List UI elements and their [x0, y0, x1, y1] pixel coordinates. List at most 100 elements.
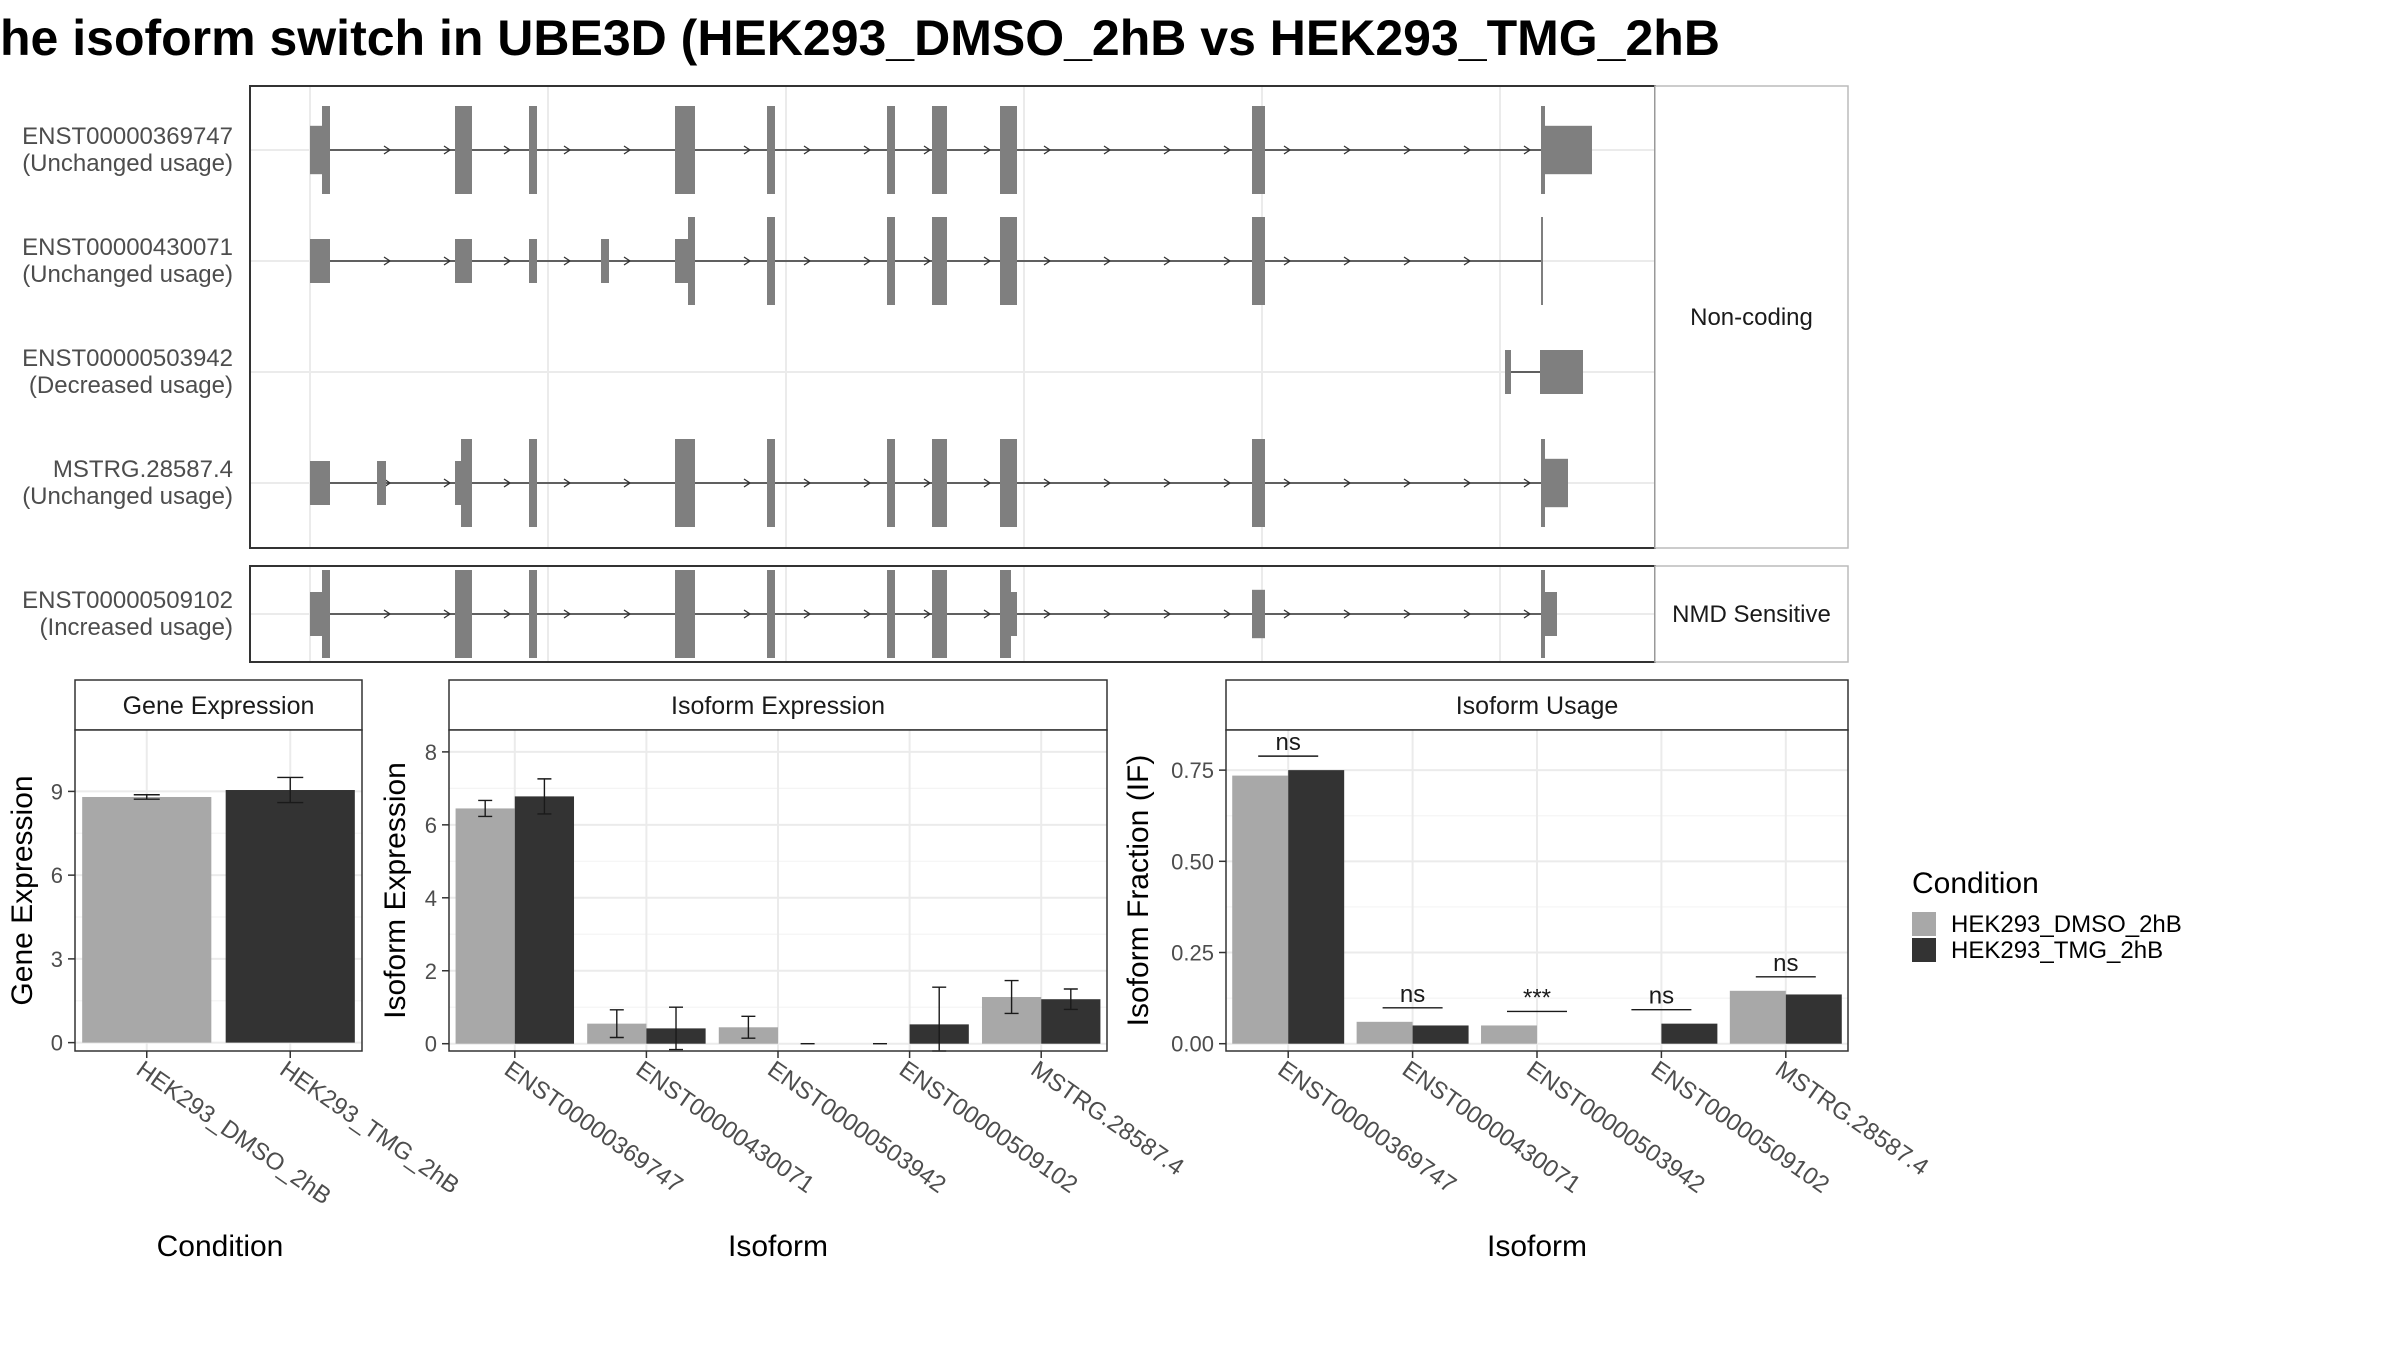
exon: [1545, 592, 1557, 636]
error-bar: [1063, 988, 1078, 1011]
strand-arrow: [863, 478, 872, 488]
exon: [1541, 106, 1545, 194]
transcript-usage-label: (Increased usage): [40, 614, 233, 641]
exon: [1004, 592, 1017, 636]
strand-arrow: [923, 609, 932, 619]
strand-arrow: [923, 145, 932, 155]
strand-arrow: [1283, 609, 1292, 619]
chart-strip-title: Isoform Expression: [671, 692, 885, 720]
exon: [1541, 217, 1543, 305]
strand-arrow: [1103, 609, 1112, 619]
chart-strip-title: Gene Expression: [123, 692, 315, 720]
strand-arrow: [383, 609, 392, 619]
chart-strip-title: Isoform Usage: [1456, 692, 1619, 720]
strand-arrow: [1403, 478, 1412, 488]
strand-arrow: [863, 145, 872, 155]
y-tick-label: 2: [425, 959, 437, 984]
bar: [455, 808, 515, 1044]
significance-label: ns: [1649, 983, 1674, 1010]
strand-arrow: [383, 145, 392, 155]
strand-arrow: [503, 609, 512, 619]
exon: [461, 439, 472, 527]
strand-arrow: [443, 145, 452, 155]
bar: [225, 790, 355, 1043]
strand-arrow: [983, 256, 992, 266]
strand-arrow: [1223, 609, 1232, 619]
y-axis-title: Isoform Expression: [379, 762, 412, 1019]
exon: [675, 106, 695, 194]
exon: [932, 106, 947, 194]
exon: [932, 570, 947, 658]
x-axis-title: Isoform: [1487, 1230, 1587, 1263]
y-axis-title: Isoform Fraction (IF): [1122, 755, 1155, 1027]
exon: [1545, 458, 1568, 508]
exon: [887, 217, 895, 305]
transcript-id-label: ENST00000430071: [22, 234, 233, 261]
exon: [887, 439, 895, 527]
exon: [1541, 570, 1545, 658]
strand-arrow: [743, 478, 752, 488]
strand-arrow: [1163, 256, 1172, 266]
strand-arrow: [503, 256, 512, 266]
strand-arrow: [443, 256, 452, 266]
chart-panel-border: [74, 729, 363, 1052]
exon: [529, 439, 537, 527]
y-tick-label: 3: [51, 947, 63, 972]
exon: [455, 106, 472, 194]
strand-arrow: [503, 478, 512, 488]
exon: [529, 106, 537, 194]
strand-arrow: [1043, 478, 1052, 488]
strand-arrow: [1343, 256, 1352, 266]
exon: [688, 217, 695, 305]
strand-arrow: [623, 145, 632, 155]
group-strip-label: Non-coding: [1690, 304, 1813, 331]
strand-arrow: [1223, 145, 1232, 155]
strand-arrow: [983, 145, 992, 155]
bar: [1356, 1021, 1413, 1044]
strand-arrow: [1343, 609, 1352, 619]
strand-arrow: [1463, 145, 1472, 155]
exon: [377, 461, 386, 505]
strand-arrow: [1103, 256, 1112, 266]
chart-strip: [1225, 679, 1849, 731]
y-tick-label: 6: [425, 813, 437, 838]
y-tick-label: 0: [51, 1031, 63, 1056]
strand-arrow: [623, 478, 632, 488]
strand-arrow: [503, 145, 512, 155]
legend-label: HEK293_DMSO_2hB: [1951, 911, 2182, 938]
strand-arrow: [1463, 478, 1472, 488]
significance-label: ***: [1523, 984, 1551, 1011]
bar: [1729, 990, 1786, 1044]
strand-arrow: [1463, 256, 1472, 266]
y-tick-label: 9: [51, 779, 63, 804]
exon: [455, 570, 472, 658]
exon: [932, 217, 947, 305]
strand-arrow: [623, 256, 632, 266]
exon: [1000, 106, 1017, 194]
bar: [1412, 1025, 1469, 1044]
transcript-usage-label: (Unchanged usage): [22, 150, 233, 177]
expression-charts: Gene Expression0369HEK293_DMSO_2hBHEK293…: [6, 679, 1933, 1263]
strand-arrow: [923, 478, 932, 488]
strand-arrow: [863, 256, 872, 266]
strand-arrow: [1223, 256, 1232, 266]
significance-label: ns: [1773, 950, 1798, 977]
exon: [1252, 589, 1265, 639]
transcript-id-label: MSTRG.28587.4: [53, 456, 233, 483]
legend-title: Condition: [1912, 867, 2039, 900]
bar: [1661, 1023, 1718, 1044]
exon: [529, 570, 537, 658]
transcript-usage-label: (Unchanged usage): [22, 261, 233, 288]
strand-arrow: [1463, 609, 1472, 619]
strand-arrow: [443, 478, 452, 488]
strand-arrow: [1163, 478, 1172, 488]
exon: [932, 439, 947, 527]
y-tick-label: 8: [425, 740, 437, 765]
exon: [767, 570, 775, 658]
exon: [1252, 439, 1265, 527]
x-axis-title: Isoform: [728, 1230, 828, 1263]
strand-arrow: [563, 478, 572, 488]
error-bar: [133, 794, 160, 800]
exon: [1000, 217, 1017, 305]
